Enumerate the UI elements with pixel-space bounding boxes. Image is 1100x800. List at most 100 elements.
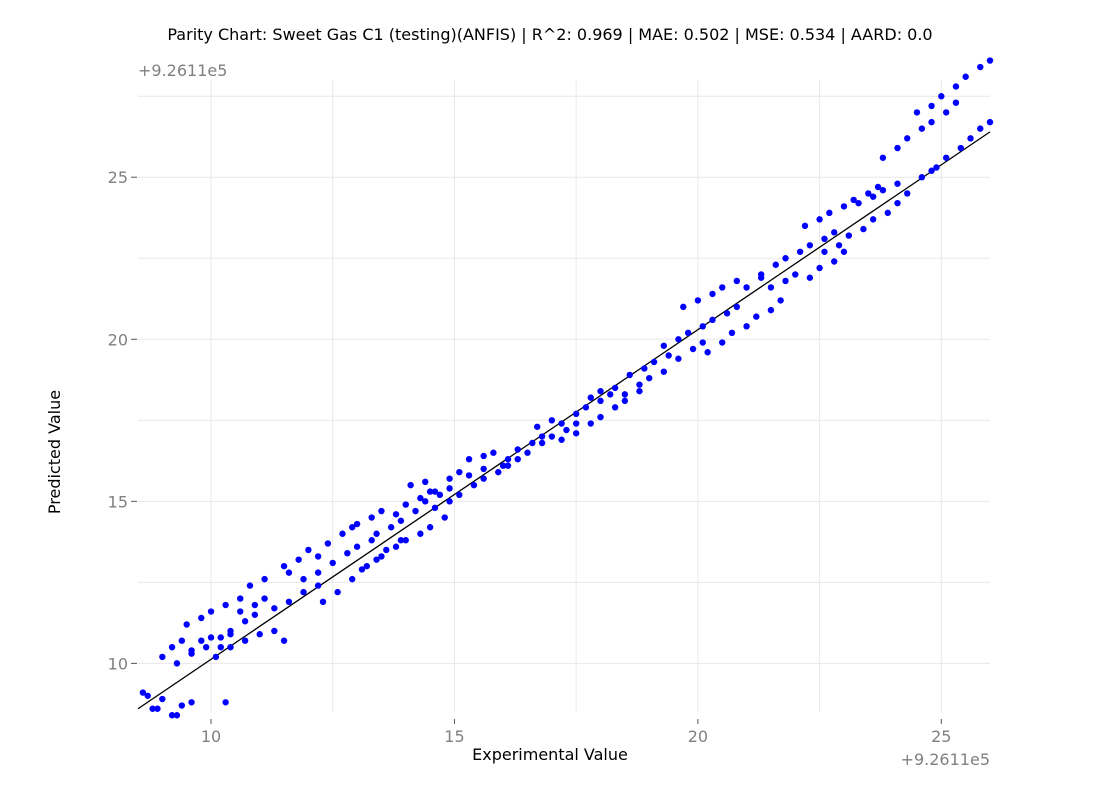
scatter-point bbox=[850, 196, 857, 204]
scatter-point bbox=[417, 494, 424, 502]
scatter-point bbox=[436, 491, 444, 499]
scatter-point bbox=[753, 313, 760, 320]
scatter-point bbox=[646, 374, 653, 382]
scatter-point bbox=[222, 601, 229, 609]
scatter-point bbox=[470, 481, 478, 489]
scatter-point bbox=[392, 511, 400, 518]
scatter-point bbox=[280, 562, 288, 570]
scatter-point bbox=[684, 329, 692, 336]
scatter-point bbox=[728, 329, 736, 336]
scatter-point bbox=[597, 387, 604, 395]
scatter-point bbox=[426, 488, 434, 495]
scatter-point bbox=[227, 627, 234, 635]
scatter-point bbox=[879, 186, 887, 194]
scatter-point bbox=[689, 345, 697, 353]
scatter-point bbox=[198, 614, 205, 622]
scatter-point bbox=[300, 575, 307, 583]
scatter-point bbox=[767, 306, 775, 314]
scatter-point bbox=[558, 436, 565, 443]
y-axis-offset-label: +9.2611e5 bbox=[138, 61, 227, 80]
scatter-point bbox=[796, 248, 804, 255]
scatter-point bbox=[913, 109, 921, 116]
scatter-point bbox=[227, 643, 234, 651]
scatter-point bbox=[879, 154, 887, 161]
x-tick-label: 20 bbox=[688, 727, 708, 746]
scatter-point bbox=[251, 611, 259, 618]
scatter-point bbox=[524, 449, 531, 456]
scatter-point bbox=[977, 125, 984, 132]
scatter-point bbox=[733, 277, 741, 285]
scatter-point bbox=[422, 498, 429, 505]
scatter-point bbox=[918, 174, 926, 181]
scatter-point bbox=[173, 712, 181, 719]
scatter-point bbox=[349, 524, 356, 531]
scatter-point bbox=[860, 225, 867, 233]
scatter-point bbox=[149, 705, 156, 712]
scatter-point bbox=[373, 556, 380, 563]
scatter-point bbox=[874, 183, 882, 191]
scatter-point bbox=[986, 57, 994, 64]
scatter-point bbox=[709, 316, 716, 324]
scatter-point bbox=[607, 391, 614, 398]
scatter-point bbox=[446, 485, 453, 492]
scatter-point bbox=[168, 643, 176, 651]
x-tick-label: 15 bbox=[444, 727, 464, 746]
scatter-point bbox=[426, 524, 434, 531]
scatter-point bbox=[402, 501, 409, 508]
scatter-point bbox=[456, 491, 463, 499]
scatter-point bbox=[942, 154, 950, 161]
y-tick-label: 20 bbox=[108, 330, 128, 349]
x-axis-label: Experimental Value bbox=[472, 745, 628, 764]
scatter-point bbox=[782, 277, 789, 285]
scatter-point bbox=[280, 637, 288, 644]
scatter-point bbox=[529, 439, 536, 447]
scatter-point bbox=[792, 271, 799, 278]
x-tick-label: 10 bbox=[201, 727, 221, 746]
scatter-point bbox=[207, 634, 215, 641]
scatter-point bbox=[383, 546, 390, 554]
scatter-point bbox=[504, 462, 512, 469]
scatter-point bbox=[514, 446, 521, 453]
scatter-point bbox=[894, 199, 901, 207]
scatter-point bbox=[387, 524, 395, 531]
scatter-point bbox=[212, 653, 220, 661]
scatter-point bbox=[368, 537, 375, 544]
scatter-point bbox=[626, 371, 633, 379]
scatter-point bbox=[241, 618, 249, 625]
scatter-point bbox=[324, 540, 332, 547]
scatter-point bbox=[942, 109, 950, 116]
scatter-point bbox=[835, 242, 843, 249]
scatter-point bbox=[178, 702, 186, 709]
scatter-point bbox=[831, 229, 838, 236]
scatter-point bbox=[821, 248, 828, 255]
parity-line bbox=[137, 131, 991, 710]
scatter-point bbox=[928, 118, 935, 126]
scatter-point bbox=[271, 627, 278, 635]
scatter-point bbox=[558, 420, 565, 427]
scatter-point bbox=[675, 355, 682, 362]
scatter-point bbox=[188, 650, 195, 657]
scatter-point bbox=[821, 235, 828, 243]
scatter-point bbox=[285, 569, 293, 576]
scatter-point bbox=[178, 637, 186, 644]
scatter-point bbox=[611, 404, 619, 411]
scatter-point bbox=[665, 352, 672, 359]
scatter-point bbox=[733, 303, 741, 311]
scatter-point bbox=[441, 514, 448, 521]
scatter-point bbox=[704, 349, 711, 356]
scatter-point bbox=[723, 310, 731, 317]
scatter-point bbox=[504, 456, 512, 463]
scatter-point bbox=[534, 423, 541, 430]
scatter-point bbox=[869, 193, 877, 200]
scatter-point bbox=[456, 468, 463, 476]
scatter-point bbox=[256, 631, 263, 638]
scatter-point bbox=[719, 339, 726, 346]
scatter-point bbox=[480, 465, 487, 473]
scatter-point bbox=[334, 588, 341, 596]
scatter-point bbox=[314, 569, 322, 576]
scatter-point bbox=[144, 692, 151, 699]
scatter-point bbox=[217, 634, 224, 641]
scatter-point bbox=[611, 384, 619, 392]
scatter-point bbox=[650, 358, 658, 366]
